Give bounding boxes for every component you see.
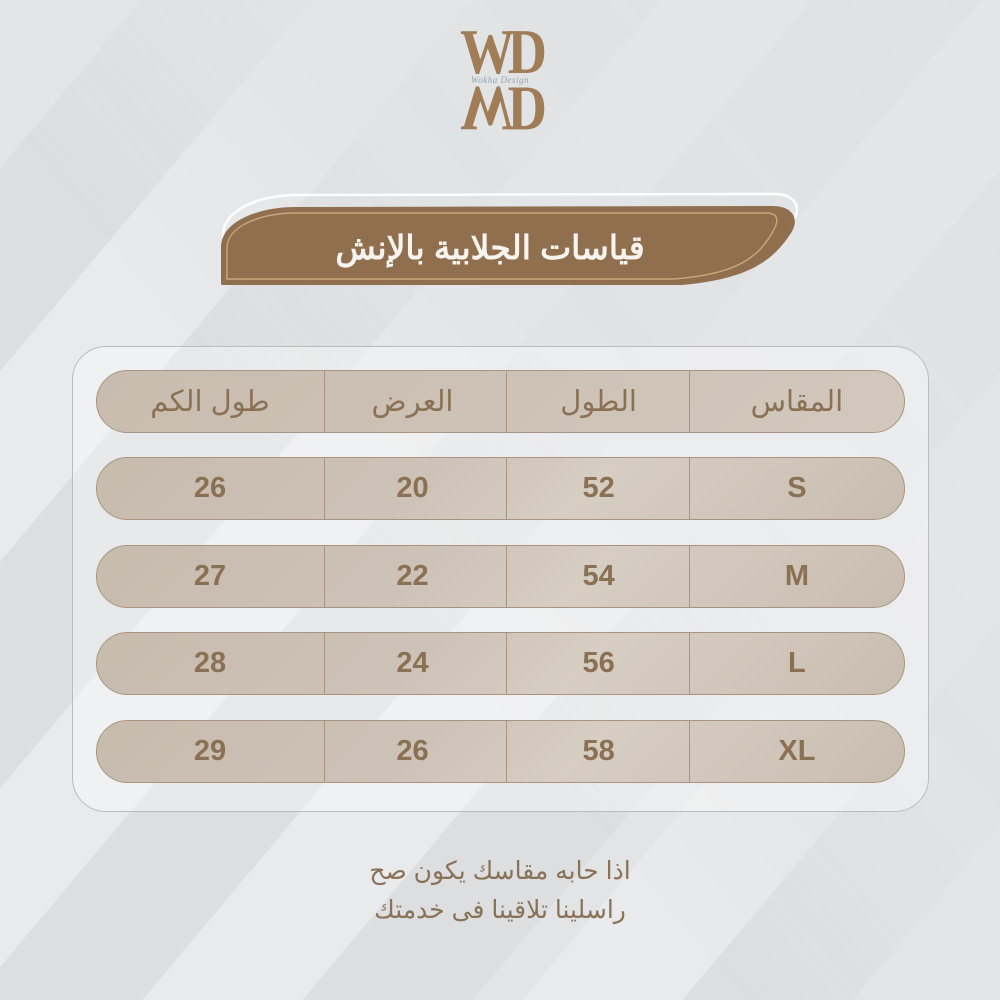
svg-text:قياسات الجلابية بالإنش: قياسات الجلابية بالإنش: [335, 229, 644, 268]
